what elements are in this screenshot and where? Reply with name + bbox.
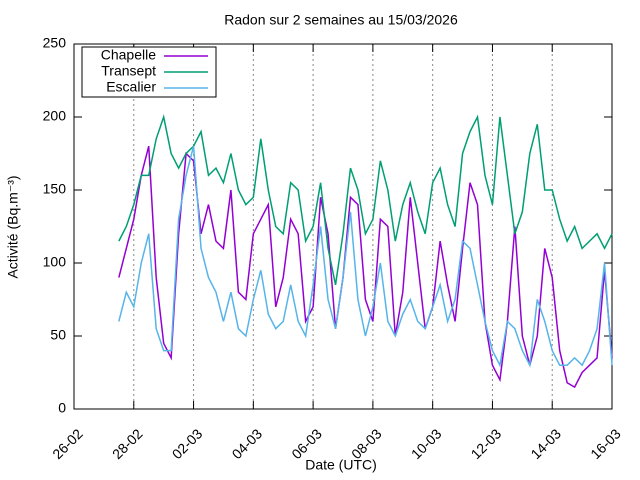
y-tick-label: 150 bbox=[43, 181, 67, 197]
plot-frame bbox=[73, 43, 613, 410]
x-tick-label: 12-03 bbox=[468, 425, 505, 462]
y-tick-label: 250 bbox=[43, 35, 67, 51]
x-tick-label: 04-03 bbox=[229, 425, 266, 462]
chart-title: Radon sur 2 semaines au 15/03/2026 bbox=[224, 12, 458, 28]
y-tick-label: 0 bbox=[58, 400, 66, 416]
x-tick-label: 26-02 bbox=[49, 425, 86, 462]
legend-label: Transept bbox=[101, 63, 156, 79]
y-tick-label: 100 bbox=[43, 254, 67, 270]
series-line bbox=[118, 146, 613, 368]
x-tick-label: 16-03 bbox=[587, 425, 624, 462]
y-tick-label: 50 bbox=[50, 327, 66, 343]
y-axis-label: Activité (Bq.m⁻³) bbox=[5, 175, 21, 278]
x-tick-label: 14-03 bbox=[527, 425, 564, 462]
legend-label: Escalier bbox=[106, 79, 156, 95]
x-axis-label: Date (UTC) bbox=[305, 457, 377, 473]
series-line bbox=[118, 114, 613, 286]
x-tick-label: 10-03 bbox=[408, 425, 445, 462]
x-tick-label: 28-02 bbox=[109, 425, 146, 462]
series-line bbox=[118, 146, 613, 389]
y-tick-label: 200 bbox=[43, 108, 67, 124]
legend-label: Chapelle bbox=[101, 47, 156, 63]
x-tick-label: 02-03 bbox=[169, 425, 206, 462]
